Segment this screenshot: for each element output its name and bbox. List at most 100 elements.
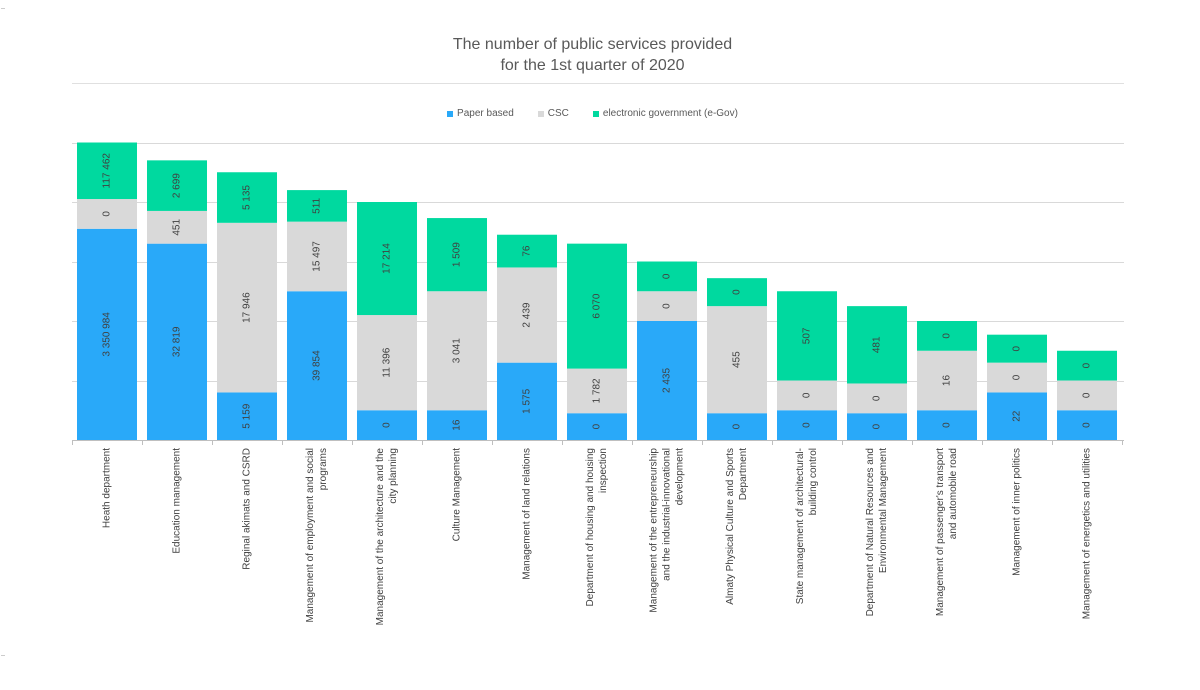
bar-segment-csc: [497, 267, 557, 363]
data-label-csc: 0: [1082, 392, 1093, 398]
bar-segment-csc: [1057, 380, 1117, 411]
bar-segment-paper: [1057, 410, 1117, 440]
bar-segment-egov: [357, 202, 417, 316]
data-label-csc: 3 041: [452, 338, 463, 363]
legend-item-paper: Paper based: [447, 108, 514, 119]
x-tick-label-line: Education management: [172, 448, 183, 554]
data-label-csc: 16: [942, 375, 953, 387]
x-tick-label-line: Management of inner politics: [1012, 448, 1023, 576]
x-tick-label: Management of the architecture and the ci…: [375, 448, 399, 626]
bar-segment-paper: [357, 410, 417, 440]
x-tick-label-line: city planning: [388, 448, 399, 504]
data-label-csc: 11 396: [382, 347, 393, 377]
data-label-paper: 16: [452, 419, 463, 431]
data-label-egov: 17 214: [382, 243, 393, 274]
data-label-csc: 2 439: [522, 302, 533, 327]
data-label-csc: 15 497: [312, 241, 323, 272]
chart-legend: Paper based CSC electronic government (e…: [0, 108, 1185, 119]
x-tick-label-line: Heath department: [102, 448, 113, 528]
bar-segment-csc: [77, 199, 137, 229]
x-tick-label-line: Management of employment and social: [305, 448, 316, 623]
bar-segment-egov: [287, 190, 347, 222]
x-tick-label: Management of energetics and utilities: [1082, 448, 1093, 619]
x-tick-label: Management of employment and social progr…: [305, 448, 329, 623]
legend-item-egov: electronic government (e-Gov): [592, 108, 738, 119]
x-tick-label: Department of Natural Resources and Envir…: [865, 448, 889, 617]
bar-segment-csc: [987, 362, 1047, 393]
x-tick-label-line: Environmental Management: [878, 448, 889, 573]
bar-segment-paper: [77, 228, 137, 440]
legend-label-egov: electronic government (e-Gov): [602, 108, 738, 119]
x-tick-label: Department of housing and housing inspect…: [585, 448, 609, 606]
data-label-paper: 22: [1012, 410, 1023, 422]
title-divider: [72, 83, 1124, 84]
data-label-csc: 0: [872, 395, 883, 401]
bar-segment-egov: [637, 261, 697, 292]
data-label-csc: 0: [662, 303, 673, 309]
bar-segment-paper: [777, 410, 837, 440]
bar-segment-csc: [917, 350, 977, 411]
x-tick-label: Reginal akimats and CSRD: [242, 448, 253, 570]
chart-title-line-1: The number of public services provided: [452, 36, 733, 53]
bar-segment-egov: [707, 278, 767, 307]
bar-segment-paper: [707, 413, 767, 440]
x-tick-label-line: development: [675, 448, 686, 505]
data-label-paper: 0: [592, 423, 603, 429]
x-tick-label-line: inspection: [598, 448, 609, 493]
data-label-paper: 0: [942, 422, 953, 428]
data-label-egov: 0: [662, 273, 673, 279]
data-label-paper: 0: [1082, 422, 1093, 428]
bar-segment-egov: [217, 172, 277, 223]
bar-segment-csc: [637, 291, 697, 321]
legend-swatch-egov: [592, 110, 599, 117]
data-label-egov: 5 135: [242, 185, 253, 210]
x-tick-label-line: programs: [318, 448, 329, 490]
data-label-egov: 0: [1082, 362, 1093, 368]
bar-segment-paper: [147, 243, 207, 440]
legend-label-csc: CSC: [547, 108, 569, 119]
data-label-csc: 0: [102, 211, 113, 217]
x-tick-label: Education management: [172, 448, 183, 554]
data-label-egov: 0: [1012, 345, 1023, 351]
legend-label-paper: Paper based: [457, 108, 514, 119]
bar-segment-paper: [567, 413, 627, 440]
data-label-egov: 2 699: [172, 173, 183, 198]
bar-segment-egov: [77, 142, 137, 200]
data-label-egov: 0: [732, 289, 743, 295]
x-tick-label-line: Almaty Physical Culture and Sports: [725, 448, 736, 605]
bar-segment-csc: [707, 306, 767, 414]
data-label-egov: 511: [312, 197, 323, 213]
x-tick-label-line: Department of housing and housing: [585, 448, 596, 606]
x-tick-label-line: State management of architectural-: [795, 448, 806, 604]
legend-swatch-paper: [447, 110, 454, 117]
data-label-egov: 481: [872, 336, 883, 353]
bar-segment-csc: [847, 383, 907, 414]
x-tick-label-line: Management of the entrepreneurship: [649, 448, 660, 613]
x-tick-label-line: Department: [738, 448, 749, 500]
data-label-paper: 2 435: [662, 368, 673, 393]
x-tick-label-line: Management of land relations: [522, 448, 533, 580]
bar-segment-egov: [847, 306, 907, 384]
x-tick-label-line: Management of energetics and utilities: [1082, 448, 1093, 619]
data-label-paper: 32 819: [172, 326, 183, 357]
x-tick-label: Management of inner politics: [1012, 448, 1023, 576]
bar-segment-egov: [917, 321, 977, 351]
data-label-egov: 6 070: [592, 293, 603, 318]
bar-segment-egov: [427, 218, 487, 292]
bar-segment-csc: [357, 315, 417, 411]
x-tick-label-line: Reginal akimats and CSRD: [242, 448, 253, 570]
x-tick-label: Almaty Physical Culture and Sports Depart…: [725, 448, 749, 605]
data-label-paper: 3 350 984: [102, 312, 113, 357]
bar-segment-egov: [567, 243, 627, 369]
data-label-paper: 0: [802, 422, 813, 428]
bar-segment-paper: [497, 362, 557, 440]
data-label-egov: 1 509: [452, 242, 463, 267]
data-label-csc: 0: [802, 392, 813, 398]
x-tick-label-line: Culture Management: [452, 448, 463, 542]
x-tick-label: Management of the entrepreneurship and th…: [649, 448, 686, 613]
data-label-egov: 117 462: [102, 153, 113, 189]
x-tick-label-line: Management of the architecture and the: [375, 448, 386, 626]
edge-mark-bottom: [1, 655, 5, 656]
data-label-egov: 507: [802, 327, 813, 344]
